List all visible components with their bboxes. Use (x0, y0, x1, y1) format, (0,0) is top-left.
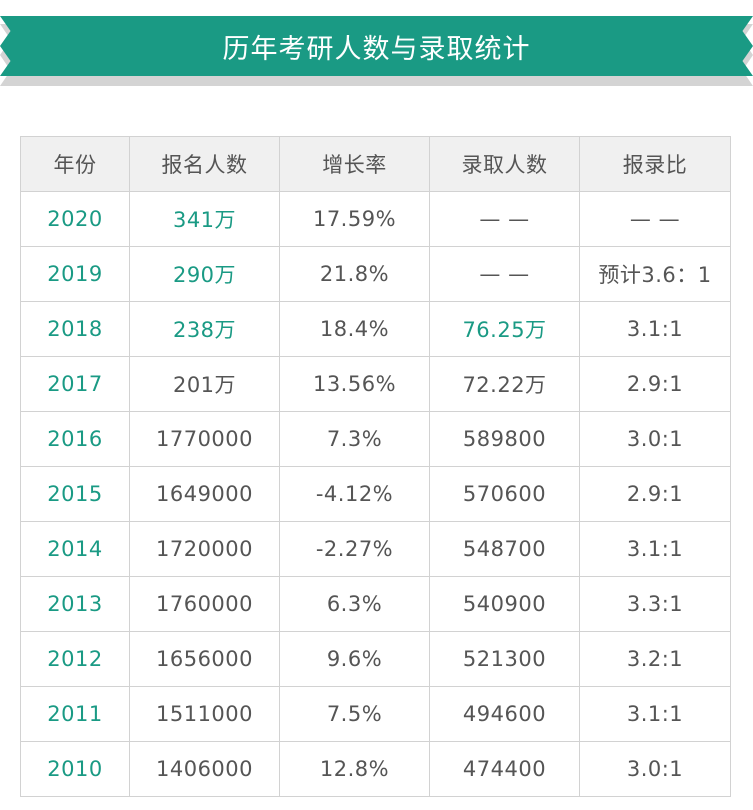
cell-ratio: 3.1:1 (579, 521, 731, 577)
cell-admitted: 570600 (429, 466, 580, 522)
cell-admitted: 540900 (429, 576, 580, 632)
cell-ratio: 3.2:1 (579, 631, 731, 687)
cell-applicants: 1649000 (129, 466, 280, 522)
cell-growth: 7.3% (279, 411, 430, 467)
cell-ratio: 预计3.6：1 (579, 246, 731, 302)
banner-ribbon: 历年考研人数与录取统计 (0, 16, 753, 76)
cell-applicants: 1770000 (129, 411, 280, 467)
table-row: 2015 1649000 -4.12% 570600 2.9:1 (20, 466, 731, 522)
cell-year: 2019 (20, 246, 130, 302)
cell-ratio: 2.9:1 (579, 466, 731, 522)
cell-year: 2010 (20, 741, 130, 797)
cell-growth: 12.8% (279, 741, 430, 797)
table-row: 2010 1406000 12.8% 474400 3.0:1 (20, 741, 731, 797)
cell-growth: -4.12% (279, 466, 430, 522)
cell-growth: 7.5% (279, 686, 430, 742)
cell-year: 2014 (20, 521, 130, 577)
cell-admitted: 589800 (429, 411, 580, 467)
cell-ratio: 2.9:1 (579, 356, 731, 412)
cell-admitted: — — (429, 246, 580, 302)
cell-growth: 18.4% (279, 301, 430, 357)
cell-admitted: 494600 (429, 686, 580, 742)
table-row: 2017 201万 13.56% 72.22万 2.9:1 (20, 356, 731, 412)
cell-growth: 6.3% (279, 576, 430, 632)
cell-ratio: 3.3:1 (579, 576, 731, 632)
cell-ratio: 3.1:1 (579, 686, 731, 742)
cell-year: 2017 (20, 356, 130, 412)
page-title: 历年考研人数与录取统计 (222, 33, 531, 65)
cell-year: 2015 (20, 466, 130, 522)
cell-applicants: 341万 (129, 191, 280, 247)
header-year: 年份 (20, 136, 130, 192)
cell-year: 2011 (20, 686, 130, 742)
cell-applicants: 1760000 (129, 576, 280, 632)
cell-applicants: 1656000 (129, 631, 280, 687)
cell-applicants: 238万 (129, 301, 280, 357)
cell-growth: 21.8% (279, 246, 430, 302)
cell-applicants: 290万 (129, 246, 280, 302)
cell-growth: 13.56% (279, 356, 430, 412)
cell-ratio: 3.0:1 (579, 411, 731, 467)
cell-year: 2013 (20, 576, 130, 632)
cell-year: 2012 (20, 631, 130, 687)
cell-ratio: — — (579, 191, 731, 247)
cell-applicants: 1406000 (129, 741, 280, 797)
table-row: 2016 1770000 7.3% 589800 3.0:1 (20, 411, 731, 467)
table-header-row: 年份 报名人数 增长率 录取人数 报录比 (20, 136, 731, 192)
table-row: 2012 1656000 9.6% 521300 3.2:1 (20, 631, 731, 687)
cell-admitted: 474400 (429, 741, 580, 797)
header-admitted: 录取人数 (429, 136, 580, 192)
cell-year: 2016 (20, 411, 130, 467)
table-row: 2014 1720000 -2.27% 548700 3.1:1 (20, 521, 731, 577)
table-row: 2018 238万 18.4% 76.25万 3.1:1 (20, 301, 731, 357)
table-row: 2011 1511000 7.5% 494600 3.1:1 (20, 686, 731, 742)
cell-applicants: 201万 (129, 356, 280, 412)
header-growth: 增长率 (279, 136, 430, 192)
cell-year: 2020 (20, 191, 130, 247)
cell-growth: 17.59% (279, 191, 430, 247)
cell-ratio: 3.0:1 (579, 741, 731, 797)
table-row: 2019 290万 21.8% — — 预计3.6：1 (20, 246, 731, 302)
cell-applicants: 1720000 (129, 521, 280, 577)
table-row: 2013 1760000 6.3% 540900 3.3:1 (20, 576, 731, 632)
cell-growth: 9.6% (279, 631, 430, 687)
cell-year: 2018 (20, 301, 130, 357)
cell-admitted: 76.25万 (429, 301, 580, 357)
cell-growth: -2.27% (279, 521, 430, 577)
stats-table: 年份 报名人数 增长率 录取人数 报录比 2020 341万 17.59% — — — … (20, 136, 731, 797)
header-ratio: 报录比 (579, 136, 731, 192)
cell-admitted: 72.22万 (429, 356, 580, 412)
cell-admitted: 521300 (429, 631, 580, 687)
cell-applicants: 1511000 (129, 686, 280, 742)
table-row: 2020 341万 17.59% — — — — (20, 191, 731, 247)
header-applicants: 报名人数 (129, 136, 280, 192)
cell-admitted: 548700 (429, 521, 580, 577)
cell-admitted: — — (429, 191, 580, 247)
cell-ratio: 3.1:1 (579, 301, 731, 357)
title-banner: 历年考研人数与录取统计 (0, 16, 753, 88)
